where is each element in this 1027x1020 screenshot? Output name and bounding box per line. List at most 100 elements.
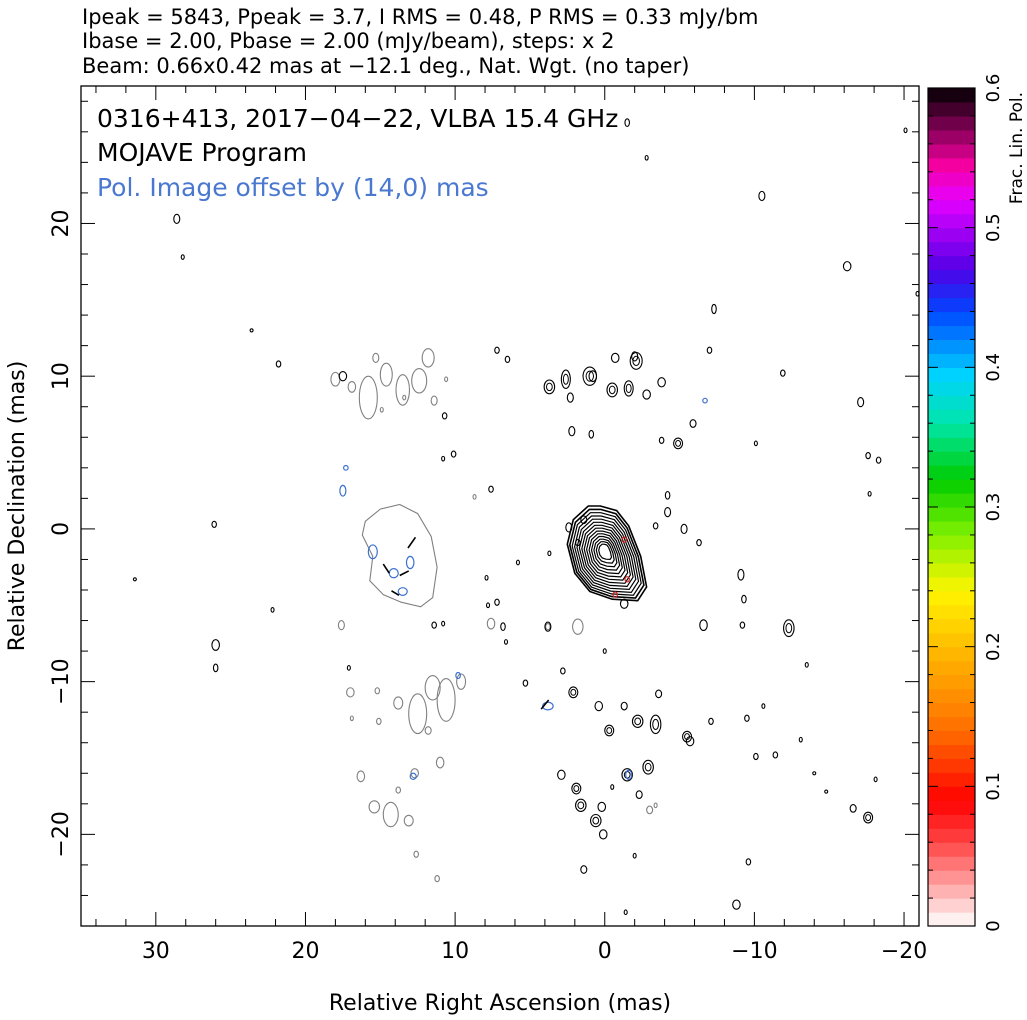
offset-image-contour xyxy=(402,394,407,401)
intensity-contour xyxy=(867,490,872,497)
colorbar-band xyxy=(928,576,975,592)
intensity-contour xyxy=(441,620,446,627)
intensity-contour xyxy=(275,360,282,368)
intensity-contour xyxy=(684,733,691,741)
offset-image-contour xyxy=(395,786,402,794)
core-contour xyxy=(583,527,629,581)
colorbar-band xyxy=(928,716,975,732)
intensity-contour xyxy=(741,594,747,604)
intensity-contour xyxy=(711,303,717,315)
colorbar-band xyxy=(928,367,975,382)
intensity-contour xyxy=(610,784,615,790)
intensity-contour xyxy=(580,865,588,874)
colorbar-tick-label: 0.5 xyxy=(983,213,1004,242)
colorbar-band xyxy=(928,479,975,494)
axis-ticks xyxy=(81,86,919,927)
intensity-contour xyxy=(604,724,615,737)
intensity-contour xyxy=(685,736,695,747)
colorbar-band xyxy=(928,884,975,899)
offset-image-contour xyxy=(456,673,467,690)
colorbar-band xyxy=(928,409,975,424)
offset-image-contour xyxy=(486,617,496,630)
intensity-contour xyxy=(608,385,616,395)
intensity-contour xyxy=(708,717,714,725)
intensity-contour xyxy=(635,790,643,800)
colorbar-band xyxy=(928,674,975,690)
intensity-contour xyxy=(849,804,857,813)
intensity-contour xyxy=(863,811,874,824)
pol-contour xyxy=(702,397,708,404)
pol-vector xyxy=(382,563,390,574)
colorbar-band xyxy=(928,311,975,327)
core-contour xyxy=(576,518,637,591)
intensity-contour xyxy=(658,436,665,444)
x-tick-label: 10 xyxy=(441,939,469,964)
intensity-contour xyxy=(598,829,608,840)
offset-image-contour xyxy=(347,380,357,393)
intensity-contour xyxy=(573,785,580,792)
offset-image-contour xyxy=(444,376,449,383)
intensity-contour xyxy=(588,370,598,383)
colorbar-band xyxy=(928,465,975,480)
core-contour xyxy=(568,508,645,599)
intensity-contour xyxy=(780,369,786,377)
x-tick-label: 30 xyxy=(142,939,170,964)
intensity-contour xyxy=(338,371,348,382)
intensity-contour xyxy=(494,346,500,354)
colorbar-band xyxy=(928,451,975,466)
offset-image-contour xyxy=(379,362,393,387)
intensity-contour xyxy=(544,621,552,632)
intensity-contour xyxy=(673,437,684,450)
colorbar-band xyxy=(928,283,975,299)
y-tick-label: −20 xyxy=(49,811,74,857)
offset-image-contour xyxy=(413,850,419,858)
offset-image-contour xyxy=(434,875,440,883)
intensity-contour xyxy=(644,762,652,772)
intensity-contour xyxy=(610,352,620,363)
intensity-contour xyxy=(270,607,275,613)
intensity-contour xyxy=(652,522,659,530)
offset-image-contour xyxy=(545,623,551,631)
offset-image-contour xyxy=(436,678,456,722)
intensity-contour xyxy=(903,127,908,134)
intensity-contour xyxy=(211,639,220,651)
colorbar-band xyxy=(928,688,975,704)
colorbar-band xyxy=(928,814,975,829)
offset-image-contour xyxy=(646,805,654,815)
header-beam-line: Beam: 0.66x0.42 mas at −12.1 deg., Nat. … xyxy=(82,54,689,78)
colorbar-band xyxy=(928,534,975,550)
intensity-contour xyxy=(504,355,511,363)
intensity-contour xyxy=(657,377,666,388)
intensity-contour xyxy=(571,782,582,795)
intensity-contour xyxy=(642,389,651,400)
intensity-contour xyxy=(594,700,604,712)
plot-area: 30 20 10 0 −10 −20 20 10 0 −10 −20 xyxy=(49,85,927,964)
colorbar-band xyxy=(928,297,975,313)
intensity-contour xyxy=(875,456,882,464)
pol-contour xyxy=(397,587,408,596)
core-pol-contour xyxy=(621,536,628,543)
intensity-contour xyxy=(706,346,713,354)
colorbar-band xyxy=(928,870,975,885)
colorbar-band xyxy=(928,213,975,229)
intensity-contour xyxy=(812,771,817,776)
offset-image-contour xyxy=(375,717,382,725)
y-tick-label: 0 xyxy=(49,522,74,536)
colorbar-band xyxy=(928,912,975,927)
intensity-contour xyxy=(865,814,872,822)
colorbar-band xyxy=(928,227,975,243)
intensity-contour xyxy=(642,759,654,775)
intensity-contour xyxy=(632,852,637,859)
core-contour xyxy=(585,530,626,578)
intensity-contour xyxy=(772,751,779,759)
contour-layer xyxy=(132,118,920,916)
intensity-contour xyxy=(631,714,644,729)
intensity-contour xyxy=(485,602,491,609)
intensity-contour xyxy=(623,909,628,916)
intensity-contour xyxy=(488,485,494,493)
offset-image-contour xyxy=(349,715,354,722)
colorbar-band xyxy=(928,101,975,117)
colorbar-band xyxy=(928,255,975,271)
intensity-contour xyxy=(865,451,871,460)
colorbar-band xyxy=(928,744,975,759)
